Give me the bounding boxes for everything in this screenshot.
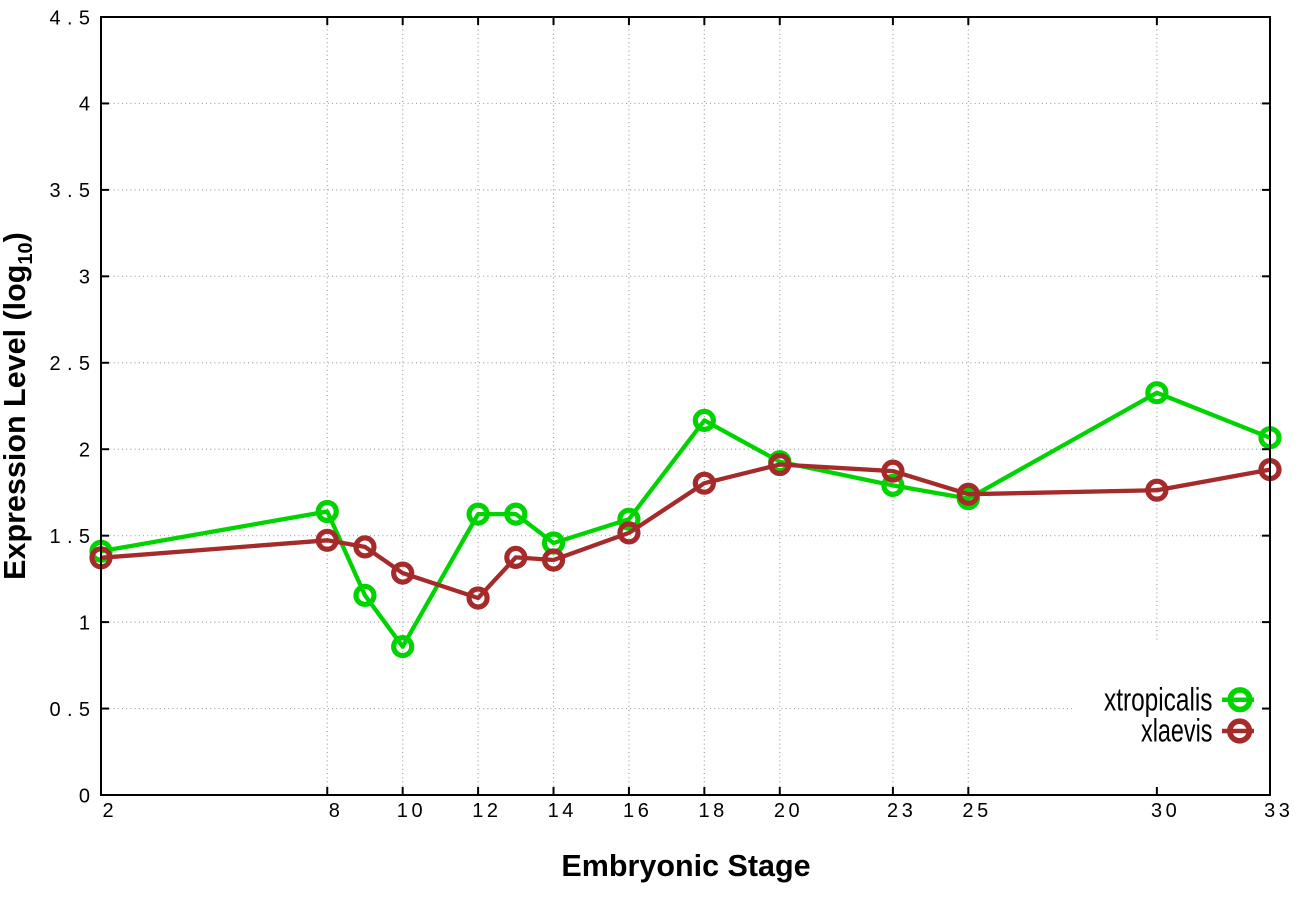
svg-text:.: . [67, 180, 73, 202]
svg-text:0: 0 [49, 699, 60, 721]
svg-text:2: 2 [49, 353, 60, 375]
svg-text:3: 3 [1151, 800, 1162, 822]
svg-text:4: 4 [49, 7, 60, 29]
svg-text:0: 0 [79, 785, 90, 807]
svg-text:2: 2 [79, 440, 90, 462]
svg-text:8: 8 [329, 800, 340, 822]
svg-text:.: . [67, 7, 73, 29]
svg-text:4: 4 [562, 800, 573, 822]
svg-text:5: 5 [79, 526, 90, 548]
svg-text:2: 2 [774, 800, 785, 822]
svg-text:1: 1 [472, 800, 483, 822]
svg-text:5: 5 [79, 699, 90, 721]
svg-text:1: 1 [49, 526, 60, 548]
svg-text:1: 1 [79, 612, 90, 634]
svg-text:3: 3 [1264, 800, 1275, 822]
svg-text:3: 3 [1279, 800, 1290, 822]
svg-text:.: . [67, 526, 73, 548]
svg-text:1: 1 [548, 800, 559, 822]
svg-text:0: 0 [411, 800, 422, 822]
svg-text:5: 5 [79, 7, 90, 29]
svg-text:2: 2 [962, 800, 973, 822]
svg-text:5: 5 [79, 353, 90, 375]
svg-text:0: 0 [789, 800, 800, 822]
svg-text:3: 3 [79, 267, 90, 289]
svg-text:xtropicalis: xtropicalis [1104, 682, 1213, 718]
svg-text:2: 2 [887, 800, 898, 822]
svg-text:xlaevis: xlaevis [1141, 713, 1213, 749]
svg-text:8: 8 [713, 800, 724, 822]
svg-text:Embryonic Stage: Embryonic Stage [561, 849, 810, 883]
svg-text:3: 3 [902, 800, 913, 822]
svg-text:2: 2 [102, 800, 113, 822]
svg-text:0: 0 [1166, 800, 1177, 822]
svg-text:6: 6 [638, 800, 649, 822]
svg-text:4: 4 [79, 94, 90, 116]
svg-text:1: 1 [698, 800, 709, 822]
svg-text:.: . [67, 699, 73, 721]
svg-text:Expression Level (log10): Expression Level (log10) [0, 232, 37, 580]
svg-text:1: 1 [397, 800, 408, 822]
svg-text:3: 3 [49, 180, 60, 202]
svg-text:2: 2 [487, 800, 498, 822]
svg-text:5: 5 [977, 800, 988, 822]
svg-text:5: 5 [79, 180, 90, 202]
svg-text:.: . [67, 353, 73, 375]
svg-text:1: 1 [623, 800, 634, 822]
